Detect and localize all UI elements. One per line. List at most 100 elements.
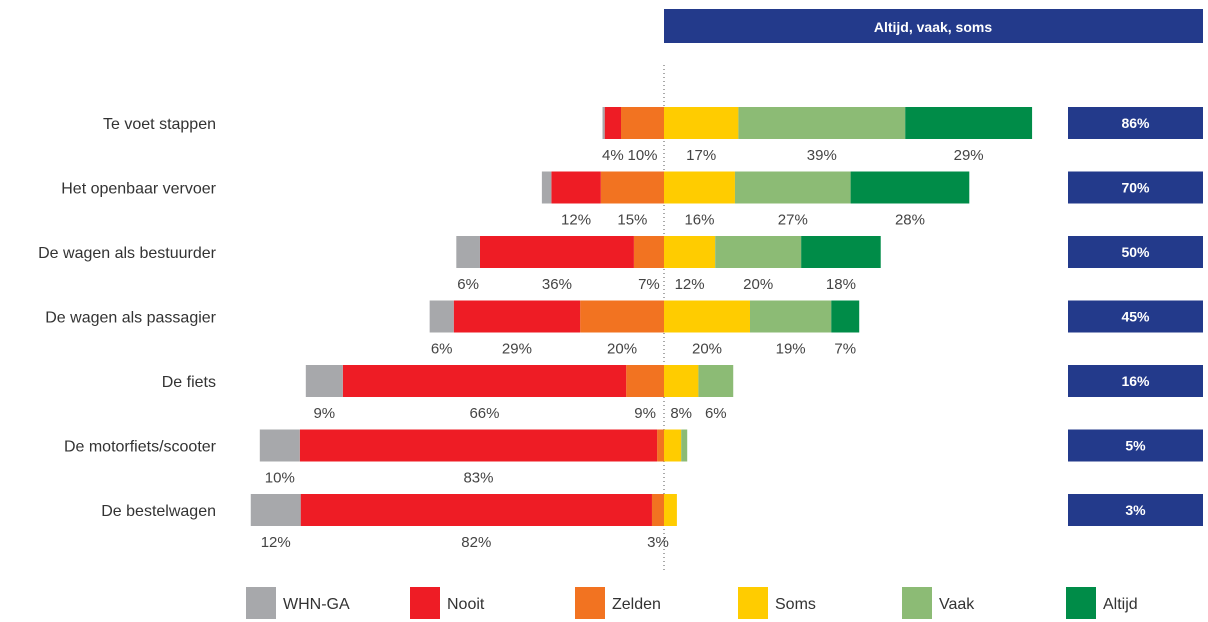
bar-altijd — [831, 300, 860, 333]
total-label: 70% — [1121, 180, 1150, 196]
bar-whn-ga — [305, 365, 343, 397]
total-box — [1068, 429, 1203, 462]
bar-vaak — [715, 236, 802, 268]
bar-soms — [664, 171, 735, 204]
value-label-whn-ga: 9% — [313, 405, 335, 422]
value-label-zelden: 20% — [607, 341, 637, 358]
value-label-whn-ga: 12% — [261, 534, 291, 551]
value-label-zelden: 10% — [627, 147, 657, 164]
value-label-nooit: 66% — [469, 405, 499, 422]
bar-whn-ga — [259, 429, 300, 462]
total-box — [1068, 107, 1203, 139]
value-label-zelden: 15% — [617, 212, 647, 229]
bar-whn-ga — [456, 236, 480, 268]
value-label-vaak: 19% — [776, 341, 806, 358]
row-de-wagen-als-bestuurder: De wagen als bestuurder 7% 36% 6% 12% 20% 18% 5… — [38, 236, 1203, 293]
value-label-zelden: 9% — [634, 405, 656, 422]
bar-vaak — [738, 107, 906, 139]
category-label: De wagen als bestuurder — [38, 245, 217, 262]
bar-zelden — [633, 236, 664, 268]
value-label-nooit: 82% — [461, 534, 491, 551]
bar-soms — [664, 429, 682, 462]
total-label: 5% — [1125, 438, 1146, 454]
bar-nooit — [342, 365, 627, 397]
legend-item-nooit: Nooit — [410, 587, 485, 619]
category-label: De wagen als passagier — [45, 310, 216, 327]
value-label-soms: 17% — [686, 147, 716, 164]
row-de-fiets: De fiets 9% 66% 9% 8% 6% 16% — [162, 365, 1203, 422]
bar-nooit — [453, 300, 581, 333]
value-label-nooit: 36% — [542, 276, 572, 293]
bar-nooit — [551, 171, 601, 204]
legend-label: Altijd — [1103, 596, 1138, 613]
value-label-vaak: 6% — [705, 405, 727, 422]
total-label: 50% — [1121, 244, 1150, 260]
value-label-zelden: 3% — [647, 534, 669, 551]
legend-label: WHN-GA — [283, 596, 350, 613]
legend-label: Soms — [775, 596, 816, 613]
legend-swatch — [575, 587, 605, 619]
total-box — [1068, 365, 1203, 397]
header-bar — [664, 9, 1203, 43]
bar-vaak — [681, 429, 688, 462]
bar-altijd — [905, 107, 1033, 139]
bar-whn-ga — [250, 494, 301, 526]
row-het-openbaar-vervoer: Het openbaar vervoer 15% 12% 16% 27% 28% 70% — [61, 171, 1203, 229]
legend-swatch — [902, 587, 932, 619]
bar-vaak — [698, 365, 734, 397]
value-label-soms: 20% — [692, 341, 722, 358]
total-box — [1068, 236, 1203, 268]
total-box — [1068, 300, 1203, 333]
row-de-motorfiets-scooter: De motorfiets/scooter 83% 10% 5% — [64, 429, 1203, 487]
bar-soms — [664, 107, 739, 139]
bar-whn-ga — [602, 107, 605, 139]
row-te-voet-stappen: Te voet stappen 10%4% 17% 39% 29% 86% — [103, 107, 1203, 164]
value-label-soms: 12% — [675, 276, 705, 293]
bar-zelden — [651, 494, 664, 526]
category-label: Te voet stappen — [103, 116, 216, 133]
legend-swatch — [410, 587, 440, 619]
bar-nooit — [300, 494, 652, 526]
value-label-altijd: 29% — [954, 147, 984, 164]
value-label-nooit: 29% — [502, 341, 532, 358]
legend-item-altijd: Altijd — [1066, 587, 1138, 619]
legend-item-zelden: Zelden — [575, 587, 661, 619]
value-label-whn-ga: 6% — [431, 341, 453, 358]
value-label-altijd: 7% — [834, 341, 856, 358]
bar-soms — [664, 300, 750, 333]
legend-label: Vaak — [939, 596, 975, 613]
legend: WHN-GA Nooit Zelden Soms Vaak Altijd — [246, 587, 1138, 619]
bar-whn-ga — [541, 171, 552, 204]
value-label-altijd: 18% — [826, 276, 856, 293]
legend-swatch — [246, 587, 276, 619]
legend-label: Zelden — [612, 596, 661, 613]
bar-vaak — [734, 171, 851, 204]
value-label-whn-ga: 6% — [457, 276, 479, 293]
value-label-soms: 16% — [684, 212, 714, 229]
category-label: Het openbaar vervoer — [61, 181, 216, 198]
value-label-zelden: 7% — [638, 276, 660, 293]
bar-soms — [664, 236, 716, 268]
total-label: 86% — [1121, 115, 1150, 131]
bar-zelden — [600, 171, 664, 204]
bar-nooit — [604, 107, 621, 139]
bar-zelden — [621, 107, 664, 139]
category-label: De motorfiets/scooter — [64, 439, 217, 456]
value-label-soms: 8% — [670, 405, 692, 422]
bar-nooit — [479, 236, 634, 268]
legend-item-whn-ga: WHN-GA — [246, 587, 350, 619]
value-label-whn-ga: 10% — [265, 470, 295, 487]
row-de-wagen-als-passagier: De wagen als passagier 20% 29% 6% 20% 19% 7% 45… — [45, 300, 1203, 358]
value-label-nooit: 12% — [561, 212, 591, 229]
legend-swatch — [738, 587, 768, 619]
bar-zelden — [580, 300, 664, 333]
header-title: Altijd, vaak, soms — [874, 19, 992, 35]
category-label: De fiets — [162, 374, 216, 391]
category-label: De bestelwagen — [101, 503, 216, 520]
value-label-vaak: 39% — [807, 147, 837, 164]
chart-header: Altijd, vaak, soms — [664, 9, 1203, 43]
bar-nooit — [299, 429, 658, 462]
bar-soms — [664, 365, 699, 397]
